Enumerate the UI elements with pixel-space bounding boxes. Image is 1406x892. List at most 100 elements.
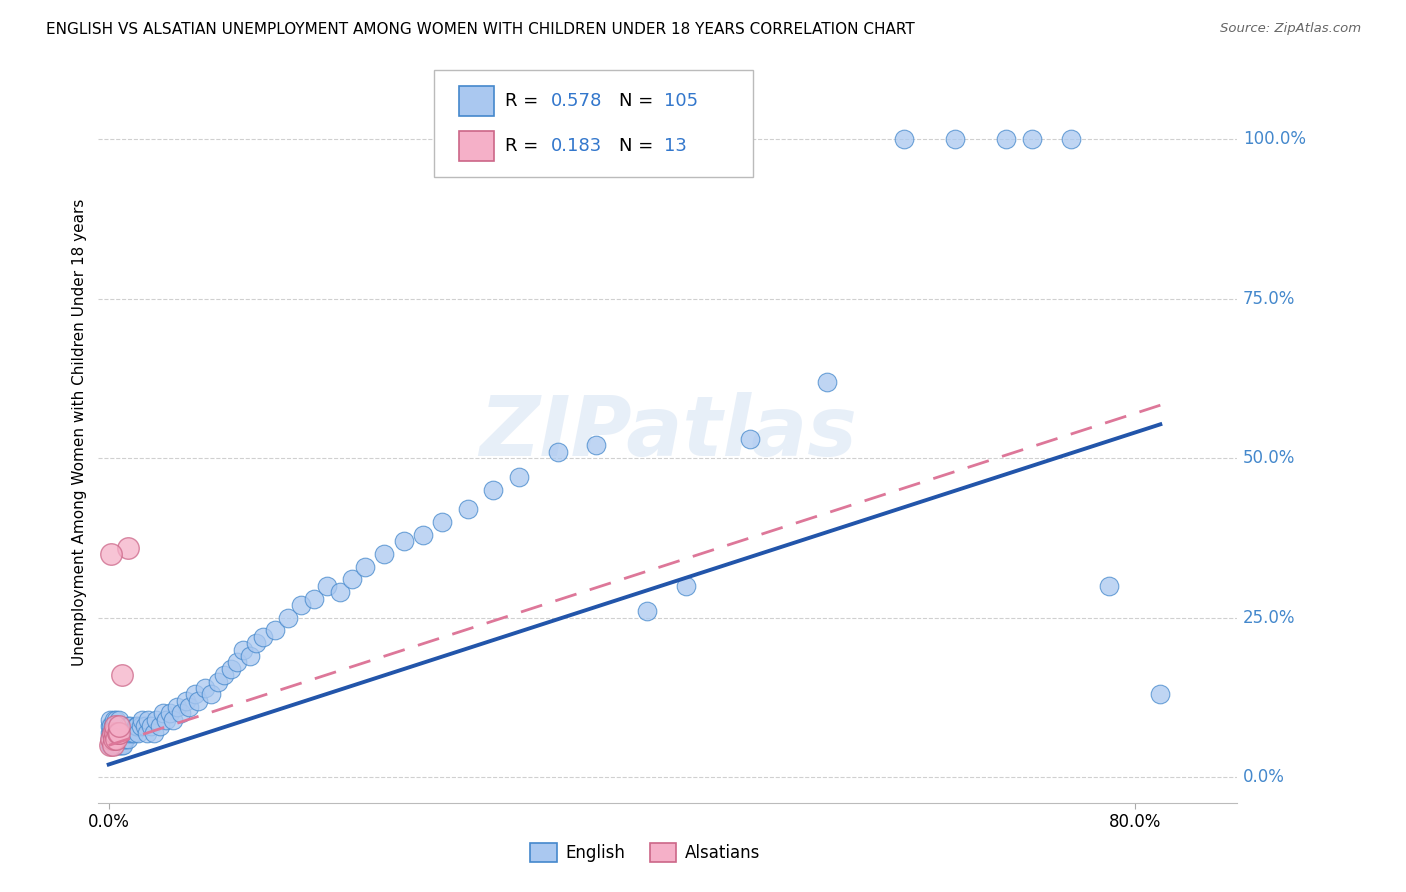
Point bbox=[98, 713, 121, 727]
Point bbox=[675, 579, 697, 593]
Point bbox=[315, 579, 337, 593]
Point bbox=[103, 731, 125, 746]
Point bbox=[482, 483, 505, 497]
Point bbox=[179, 700, 201, 714]
Text: R =: R = bbox=[505, 92, 544, 110]
Point bbox=[120, 719, 142, 733]
Point bbox=[1059, 132, 1081, 146]
Point bbox=[117, 719, 139, 733]
Point bbox=[252, 630, 274, 644]
Text: 105: 105 bbox=[665, 92, 699, 110]
Point bbox=[738, 432, 761, 446]
Point bbox=[105, 731, 128, 746]
Point bbox=[212, 668, 235, 682]
FancyBboxPatch shape bbox=[434, 70, 754, 178]
Point bbox=[183, 687, 205, 701]
Point bbox=[108, 739, 131, 753]
Point bbox=[125, 719, 148, 733]
Point bbox=[585, 438, 607, 452]
Point bbox=[100, 719, 122, 733]
Point bbox=[107, 739, 129, 753]
Point bbox=[187, 694, 209, 708]
Point bbox=[149, 719, 172, 733]
Point bbox=[1149, 687, 1171, 701]
Point bbox=[226, 656, 249, 670]
Point bbox=[104, 725, 127, 739]
Text: R =: R = bbox=[505, 137, 544, 155]
Point bbox=[893, 132, 915, 146]
Point bbox=[100, 739, 122, 753]
Point bbox=[112, 731, 135, 746]
Point bbox=[107, 725, 129, 739]
Point bbox=[98, 739, 121, 753]
Point bbox=[159, 706, 181, 721]
Point bbox=[100, 547, 122, 561]
Text: 25.0%: 25.0% bbox=[1243, 608, 1295, 627]
Text: ENGLISH VS ALSATIAN UNEMPLOYMENT AMONG WOMEN WITH CHILDREN UNDER 18 YEARS CORREL: ENGLISH VS ALSATIAN UNEMPLOYMENT AMONG W… bbox=[46, 22, 915, 37]
Point bbox=[142, 725, 165, 739]
Point bbox=[219, 662, 242, 676]
Point bbox=[100, 731, 122, 746]
Point bbox=[392, 534, 415, 549]
Point bbox=[194, 681, 217, 695]
Point bbox=[139, 719, 162, 733]
Point bbox=[815, 375, 838, 389]
Point bbox=[1021, 132, 1043, 146]
Text: 50.0%: 50.0% bbox=[1243, 450, 1295, 467]
Point bbox=[373, 547, 395, 561]
Point bbox=[207, 674, 229, 689]
Point bbox=[547, 444, 569, 458]
Point bbox=[110, 725, 132, 739]
Point bbox=[412, 527, 434, 541]
Point bbox=[131, 713, 153, 727]
Point bbox=[101, 725, 124, 739]
Point bbox=[101, 739, 124, 753]
Point bbox=[138, 713, 160, 727]
Point bbox=[136, 725, 159, 739]
Text: Source: ZipAtlas.com: Source: ZipAtlas.com bbox=[1220, 22, 1361, 36]
Point bbox=[110, 739, 132, 753]
Point bbox=[124, 719, 146, 733]
Point bbox=[124, 725, 146, 739]
Point bbox=[104, 739, 127, 753]
Point bbox=[121, 725, 143, 739]
Point bbox=[166, 700, 188, 714]
Point bbox=[103, 725, 125, 739]
Point bbox=[155, 713, 177, 727]
Text: N =: N = bbox=[619, 137, 659, 155]
Point bbox=[101, 725, 124, 739]
Text: 13: 13 bbox=[665, 137, 688, 155]
Point bbox=[100, 731, 122, 746]
Point bbox=[111, 725, 134, 739]
Text: ZIPatlas: ZIPatlas bbox=[479, 392, 856, 473]
Point bbox=[100, 725, 122, 739]
Point bbox=[103, 739, 125, 753]
Text: 0.0%: 0.0% bbox=[1243, 768, 1285, 786]
Point bbox=[108, 713, 131, 727]
Point bbox=[328, 585, 350, 599]
Point bbox=[264, 624, 287, 638]
Point bbox=[105, 713, 128, 727]
Point bbox=[110, 739, 132, 753]
Point bbox=[98, 725, 121, 739]
Point bbox=[943, 132, 966, 146]
Point bbox=[104, 719, 127, 733]
FancyBboxPatch shape bbox=[460, 87, 494, 116]
Point bbox=[104, 725, 127, 739]
Point bbox=[995, 132, 1018, 146]
Point bbox=[508, 470, 530, 484]
Point bbox=[108, 719, 131, 733]
Point bbox=[101, 739, 124, 753]
Point bbox=[115, 725, 138, 739]
Point bbox=[169, 706, 191, 721]
Point bbox=[118, 725, 141, 739]
Point bbox=[134, 719, 156, 733]
Point bbox=[107, 731, 129, 746]
Point bbox=[103, 731, 125, 746]
Point bbox=[245, 636, 267, 650]
Point bbox=[103, 713, 125, 727]
Point bbox=[98, 731, 121, 746]
Point bbox=[105, 725, 128, 739]
Point bbox=[200, 687, 222, 701]
Point bbox=[111, 739, 134, 753]
